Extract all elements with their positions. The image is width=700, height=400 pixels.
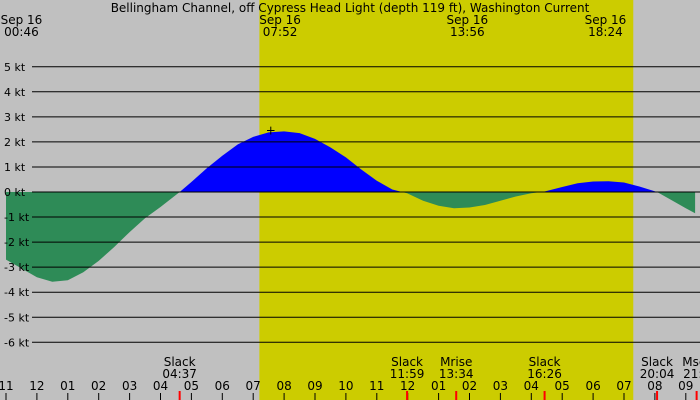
- event-time: 21:2: [683, 367, 700, 381]
- ebb-area-0: [6, 192, 180, 282]
- x-tick-label: 12: [29, 379, 44, 393]
- top-time-label: 13:56: [450, 25, 485, 39]
- current-area-layer: [6, 131, 696, 282]
- y-tick-label: -5 kt: [4, 311, 30, 324]
- event-time: 11:59: [390, 367, 425, 381]
- event-title: Slack: [529, 355, 561, 369]
- x-tick-label: 07: [246, 379, 261, 393]
- ebb-area-2: [402, 192, 541, 209]
- top-time-label: 00:46: [4, 25, 39, 39]
- x-tick-label: 07: [616, 379, 631, 393]
- y-axis-labels: 5 kt 4 kt 3 kt 2 kt 1 kt 0 kt -1 kt -2 kt -3 kt -…: [4, 61, 30, 350]
- event-title: Mrise: [440, 355, 472, 369]
- flood-area-3: [540, 181, 658, 192]
- x-tick-label: 02: [462, 379, 477, 393]
- x-tick-label: 08: [276, 379, 291, 393]
- x-tick-label: 01: [60, 379, 75, 393]
- y-tick-label: -1 kt: [4, 211, 30, 224]
- ebb-area-4: [657, 192, 696, 214]
- y-tick-label: -4 kt: [4, 286, 30, 299]
- x-axis-ticks: 11 12 01 02 03 04 05 06 07 08 09 10 11 12 01 02 03 04 05 06…: [0, 379, 693, 400]
- top-time-label: 07:52: [263, 25, 298, 39]
- y-tick-label: -3 kt: [4, 261, 30, 274]
- x-tick-label: 06: [585, 379, 600, 393]
- y-tick-label: 2 kt: [4, 136, 26, 149]
- event-title: Slack: [391, 355, 423, 369]
- x-tick-label: 05: [184, 379, 199, 393]
- y-tick-label: -2 kt: [4, 236, 30, 249]
- top-date-label: Sep 16: [585, 13, 627, 27]
- x-tick-label: 11: [0, 379, 14, 393]
- x-tick-label: 10: [338, 379, 353, 393]
- x-tick-label: 09: [307, 379, 322, 393]
- x-tick-label: 01: [431, 379, 446, 393]
- x-tick-label: 03: [493, 379, 508, 393]
- top-date-label: Sep 16: [259, 13, 301, 27]
- top-date-label: Sep 16: [446, 13, 488, 27]
- y-tick-label: -6 kt: [4, 336, 30, 349]
- x-tick-label: 04: [153, 379, 168, 393]
- event-title: Slack: [641, 355, 673, 369]
- x-tick-label: 06: [215, 379, 230, 393]
- x-tick-label: 02: [91, 379, 106, 393]
- event-title: Mset: [682, 355, 700, 369]
- flood-area-1: [179, 131, 403, 192]
- y-tick-label: 5 kt: [4, 61, 26, 74]
- x-tick-label: 08: [647, 379, 662, 393]
- event-time: 16:26: [527, 367, 562, 381]
- max-current-marker: +: [266, 124, 276, 138]
- event-time: 04:37: [162, 367, 197, 381]
- x-tick-label: 03: [122, 379, 137, 393]
- x-tick-label: 09: [678, 379, 693, 393]
- top-time-label: 18:24: [588, 25, 623, 39]
- x-tick-label: 04: [524, 379, 539, 393]
- event-time: 13:34: [439, 367, 474, 381]
- event-title: Slack: [164, 355, 196, 369]
- y-tick-label: 0 kt: [4, 186, 26, 199]
- event-time: 20:04: [640, 367, 675, 381]
- y-tick-label: 3 kt: [4, 111, 26, 124]
- chart-title: Bellingham Channel, off Cypress Head Lig…: [111, 1, 590, 15]
- x-tick-label: 11: [369, 379, 384, 393]
- top-date-label: Sep 16: [1, 13, 43, 27]
- x-tick-label: 12: [400, 379, 415, 393]
- bottom-events: Slack04:37Slack11:59Mrise13:34Slack16:26…: [162, 355, 700, 400]
- y-tick-label: 1 kt: [4, 161, 26, 174]
- y-tick-label: 4 kt: [4, 86, 26, 99]
- x-tick-label: 05: [555, 379, 570, 393]
- grid-lines: [32, 66, 700, 343]
